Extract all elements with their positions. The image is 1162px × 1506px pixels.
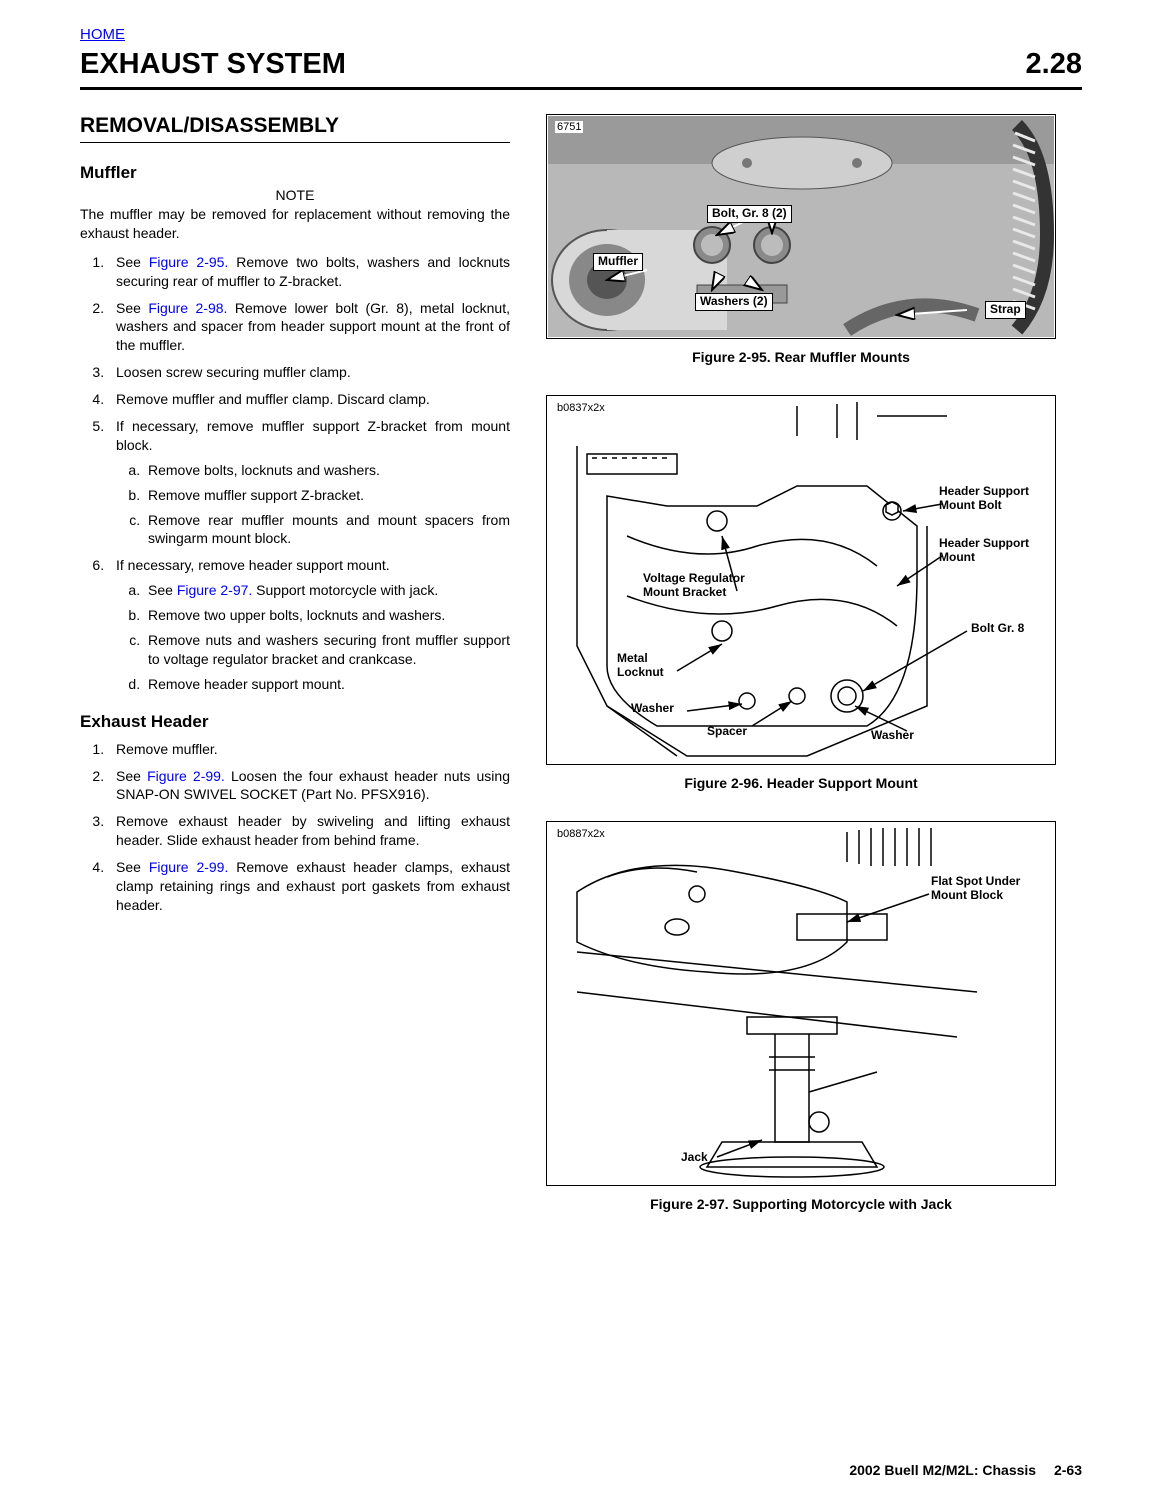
right-column: 6751 (546, 114, 1056, 1222)
figure-95-illustration (547, 115, 1055, 338)
step-text: If necessary, remove muffler support Z-b… (116, 418, 510, 453)
callout-washer2: Washer (867, 728, 918, 744)
muffler-steps: See Figure 2-95. Remove two bolts, washe… (80, 253, 510, 694)
callout-flatspot: Flat Spot Under Mount Block (927, 874, 1024, 904)
list-item: Remove nuts and washers securing front m… (144, 631, 510, 669)
callout-hsbolt: Header Support Mount Bolt (935, 484, 1033, 514)
list-item: See Figure 2-99. Remove exhaust header c… (108, 858, 510, 915)
callout-boltgr8: Bolt Gr. 8 (967, 621, 1028, 637)
callout-locknut: Metal Locknut (613, 651, 668, 681)
sub-list: Remove bolts, locknuts and washers. Remo… (116, 461, 510, 549)
callout-jack: Jack (677, 1150, 712, 1166)
step-post: Support motorcycle with jack. (252, 582, 438, 598)
list-item: Remove muffler support Z-bracket. (144, 486, 510, 505)
note-label: NOTE (80, 187, 510, 203)
page: HOME EXHAUST SYSTEM 2.28 REMOVAL/DISASSE… (0, 0, 1162, 1506)
figure-ref[interactable]: Figure 2-98. (148, 300, 227, 316)
footer-page-number: 2-63 (1054, 1462, 1082, 1478)
list-item: See Figure 2-95. Remove two bolts, washe… (108, 253, 510, 291)
chapter-number: 2.28 (1026, 48, 1082, 81)
list-item: Remove exhaust header by swiveling and l… (108, 812, 510, 850)
list-item: Remove muffler and muffler clamp. Discar… (108, 390, 510, 409)
callout-washers: Washers (2) (695, 293, 773, 311)
step-text: If necessary, remove header support moun… (116, 557, 390, 573)
figure-97-caption: Figure 2-97. Supporting Motorcycle with … (546, 1196, 1056, 1212)
step-pre: See (148, 582, 177, 598)
callout-spacer: Spacer (703, 724, 751, 740)
step-pre: See (116, 254, 149, 270)
sub-list: See Figure 2-97. Support motorcycle with… (116, 581, 510, 693)
list-item: See Figure 2-98. Remove lower bolt (Gr. … (108, 299, 510, 356)
step-pre: See (116, 859, 149, 875)
list-item: If necessary, remove muffler support Z-b… (108, 417, 510, 548)
header-steps: Remove muffler. See Figure 2-99. Loosen … (80, 740, 510, 915)
figure-2-97: b0887x2x (546, 821, 1056, 1186)
figure-id: b0887x2x (555, 828, 607, 840)
callout-hsmount: Header Support Mount (935, 536, 1033, 566)
figure-id: 6751 (555, 121, 583, 133)
footer-manual: 2002 Buell M2/M2L: Chassis (849, 1462, 1036, 1478)
list-item: Loosen screw securing muffler clamp. (108, 363, 510, 382)
left-column: REMOVAL/DISASSEMBLY Muffler NOTE The muf… (80, 114, 510, 1222)
list-item: Remove muffler. (108, 740, 510, 759)
callout-washer1: Washer (627, 701, 678, 717)
callout-muffler: Muffler (593, 253, 643, 271)
list-item: See Figure 2-97. Support motorcycle with… (144, 581, 510, 600)
figure-2-96: b0837x2x (546, 395, 1056, 765)
figure-2-95: 6751 (546, 114, 1056, 339)
figure-id: b0837x2x (555, 402, 607, 414)
figure-96-caption: Figure 2-96. Header Support Mount (546, 775, 1056, 791)
figure-96-illustration (547, 396, 1055, 764)
step-pre: See (116, 768, 147, 784)
content-columns: REMOVAL/DISASSEMBLY Muffler NOTE The muf… (80, 114, 1082, 1222)
figure-95-caption: Figure 2-95. Rear Muffler Mounts (546, 349, 1056, 365)
section-muffler: Muffler (80, 163, 510, 183)
list-item: Remove bolts, locknuts and washers. (144, 461, 510, 480)
callout-vreg: Voltage Regulator Mount Bracket (639, 571, 749, 601)
chapter-title: EXHAUST SYSTEM (80, 48, 346, 81)
list-item: Remove rear muffler mounts and mount spa… (144, 511, 510, 549)
section-removal: REMOVAL/DISASSEMBLY (80, 114, 510, 143)
list-item: Remove header support mount. (144, 675, 510, 694)
section-exhaust-header: Exhaust Header (80, 712, 510, 732)
title-row: EXHAUST SYSTEM 2.28 (80, 48, 1082, 90)
callout-bolt: Bolt, Gr. 8 (2) (707, 205, 792, 223)
step-pre: See (116, 300, 148, 316)
figure-ref[interactable]: Figure 2-99. (147, 768, 225, 784)
muffler-note-text: The muffler may be removed for replaceme… (80, 205, 510, 243)
figure-ref[interactable]: Figure 2-97. (177, 582, 252, 598)
list-item: Remove two upper bolts, locknuts and was… (144, 606, 510, 625)
list-item: See Figure 2-99. Loosen the four exhaust… (108, 767, 510, 805)
figure-ref[interactable]: Figure 2-99. (149, 859, 229, 875)
home-link[interactable]: HOME (80, 26, 125, 43)
callout-strap: Strap (985, 301, 1026, 319)
page-footer: 2002 Buell M2/M2L: Chassis 2-63 (849, 1462, 1082, 1478)
list-item: If necessary, remove header support moun… (108, 556, 510, 693)
figure-ref[interactable]: Figure 2-95. (149, 254, 229, 270)
